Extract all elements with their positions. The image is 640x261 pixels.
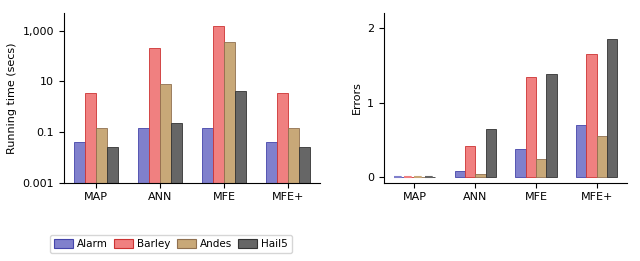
Bar	[586, 54, 597, 177]
Bar	[525, 76, 536, 177]
Bar	[202, 128, 213, 261]
Bar	[486, 129, 496, 177]
Bar	[536, 159, 547, 177]
Bar	[288, 128, 299, 261]
Bar	[74, 142, 85, 261]
Bar	[547, 74, 557, 177]
Bar	[607, 39, 618, 177]
Bar	[475, 174, 486, 177]
Bar	[266, 142, 277, 261]
Bar	[299, 147, 310, 261]
Bar	[277, 93, 288, 261]
Legend: Alarm, Barley, Andes, Hail5: Alarm, Barley, Andes, Hail5	[50, 235, 292, 253]
Bar	[235, 91, 246, 261]
Bar	[515, 149, 525, 177]
Bar	[160, 84, 171, 261]
Bar	[596, 136, 607, 177]
Bar	[96, 128, 107, 261]
Bar	[576, 125, 586, 177]
Bar	[149, 49, 160, 261]
Bar	[138, 128, 149, 261]
Bar	[171, 123, 182, 261]
Y-axis label: Running time (secs): Running time (secs)	[7, 42, 17, 154]
Bar	[454, 171, 465, 177]
Bar	[85, 93, 96, 261]
Bar	[213, 26, 224, 261]
Bar	[465, 146, 475, 177]
Y-axis label: Errors: Errors	[351, 81, 362, 114]
Bar	[224, 42, 235, 261]
Bar	[107, 147, 118, 261]
